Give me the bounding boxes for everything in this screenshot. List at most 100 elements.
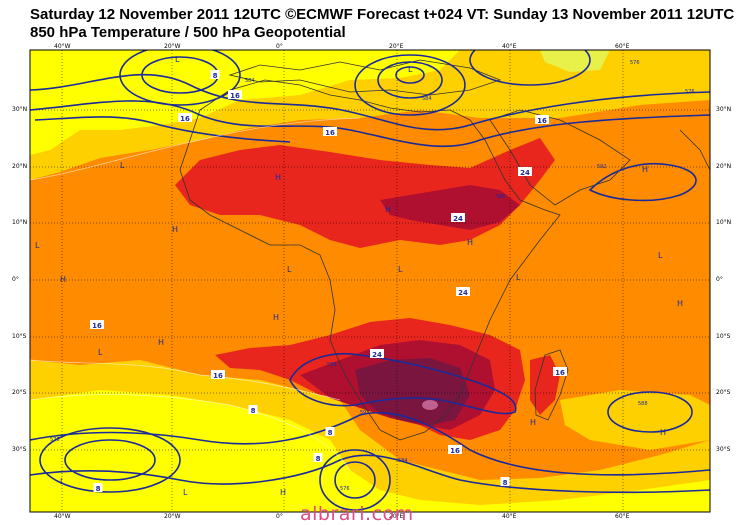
isotherm-label: 24 — [518, 167, 532, 177]
chart-subtitle: 850 hPa Temperature / 500 hPa Geopotenti… — [30, 24, 346, 41]
longitude-label: 40°W — [54, 513, 71, 520]
longitude-label: 40°E — [502, 43, 517, 50]
geopotential-label: 588 — [496, 194, 506, 200]
isotherm-label-box — [535, 115, 549, 124]
temp-zone-lightgreen-north — [540, 50, 610, 72]
latitude-label: 20°N — [716, 163, 732, 170]
isotherm-label: 16 — [211, 370, 225, 380]
isotherm-label-box — [456, 287, 470, 296]
temp-zone-peak-south — [422, 400, 438, 410]
high-pressure-label: H — [158, 338, 164, 347]
high-pressure-label: H — [642, 165, 648, 174]
high-pressure-label: H — [275, 173, 281, 182]
isotherm-label-box — [178, 113, 192, 122]
isotherm-label-text: 8 — [328, 429, 333, 437]
temp-zone-cold-north — [30, 50, 460, 155]
isotherm-label-box — [500, 477, 510, 486]
isotherm-label-text: 24 — [520, 169, 530, 177]
low-pressure-label: L — [60, 477, 65, 486]
contour-low-southwest-2 — [64, 439, 156, 481]
india-coastline — [679, 129, 710, 171]
isotherm-label-text: 8 — [213, 72, 218, 80]
temp-zone-extreme-south — [355, 358, 470, 425]
geopotential-label: 592 — [360, 410, 370, 416]
contour-high-north-3 — [395, 66, 425, 84]
latitude-label: 30°N — [12, 106, 28, 113]
contour-mideast-1 — [469, 50, 591, 86]
map-frame — [29, 49, 711, 513]
isotherm-label: 24 — [456, 287, 470, 297]
high-pressure-label: H — [280, 488, 286, 497]
isotherm-label: 8 — [325, 427, 335, 437]
watermark-text: albrari.com — [300, 503, 414, 525]
low-pressure-label: L — [183, 488, 188, 497]
isotherms — [30, 117, 361, 471]
isotherm-label-text: 8 — [96, 485, 101, 493]
isotherm-label-box — [323, 127, 337, 136]
isotherm-label: 16 — [90, 320, 104, 330]
latitude-label: 30°S — [12, 446, 27, 453]
isotherm-label-text: 16 — [537, 117, 547, 125]
isotherm-label-box — [518, 167, 532, 176]
longitude-label: 20°W — [164, 43, 181, 50]
longitude-label: 40°W — [54, 43, 71, 50]
graticule — [30, 50, 710, 512]
latitude-label: 20°S — [12, 389, 27, 396]
isotherm-label-text: 16 — [92, 322, 102, 330]
contour-east-1 — [588, 162, 697, 202]
madagascar-coastline — [534, 349, 569, 421]
isotherm-label-text: 8 — [251, 407, 256, 415]
isotherm-label-text: 16 — [325, 129, 335, 137]
temp-zone-cold-south — [30, 390, 710, 512]
isotherm-label-box — [448, 445, 462, 454]
isotherm-label-box — [228, 90, 242, 99]
geopotential-label: 584 — [422, 96, 432, 102]
contour-low-north-1 — [119, 50, 241, 106]
latitude-label: 10°N — [716, 219, 732, 226]
isotherm-label-text: 16 — [450, 447, 460, 455]
isotherm-label-box — [313, 453, 323, 462]
low-pressure-label: L — [120, 161, 125, 170]
chart-title: Saturday 12 November 2011 12UTC ©ECMWF F… — [30, 6, 735, 23]
isotherm-label: 8 — [93, 483, 103, 493]
isotherm-label-text: 8 — [503, 479, 508, 487]
isotherm-label: 16 — [178, 113, 192, 123]
isotherm-label-text: 16 — [230, 92, 240, 100]
low-pressure-label: L — [35, 241, 40, 250]
isotherm-label: 16 — [228, 90, 242, 100]
high-pressure-label: H — [385, 205, 391, 214]
isotherm-label: 8 — [248, 405, 258, 415]
europe-coastline — [228, 59, 502, 96]
longitude-label: 20°E — [389, 43, 404, 50]
high-pressure-label: H — [660, 428, 666, 437]
isotherm-label: 24 — [370, 349, 384, 359]
isotherm-label: 24 — [451, 213, 465, 223]
high-pressure-label: H — [172, 225, 178, 234]
latitude-label: 10°N — [12, 219, 28, 226]
longitude-label: 20°E — [389, 513, 404, 520]
isotherm-label-text: 16 — [555, 369, 565, 377]
latitude-label: 30°S — [716, 446, 731, 453]
isotherm-label-text: 24 — [372, 351, 382, 359]
geopotential-labels: 584 576 576 584 592 588 588 592 584 576 … — [50, 60, 695, 492]
isotherm-label-box — [553, 367, 567, 376]
longitude-label: 60°E — [615, 43, 630, 50]
longitude-label: 40°E — [502, 513, 517, 520]
isotherm-label: 16 — [323, 127, 337, 137]
geopotential-label: 576 — [630, 60, 640, 66]
geopotential-label: 584 — [398, 458, 408, 464]
high-pressure-label: H — [60, 275, 66, 284]
latitude-label: 0° — [716, 276, 723, 283]
isotherm-label: 8 — [313, 453, 323, 463]
high-pressure-label: H — [273, 313, 279, 322]
isotherm-label-text: 16 — [213, 372, 223, 380]
isotherm-label-box — [90, 320, 104, 329]
latitude-label: 10°S — [12, 333, 27, 340]
latitude-label: 30°N — [716, 106, 732, 113]
temp-zone-cold-east — [560, 390, 710, 450]
contour-high-north-2 — [377, 61, 443, 99]
isotherm-label-box — [211, 370, 225, 379]
geopotential-label: 592 — [597, 164, 607, 170]
pressure-centers: L L H L H L H L L H H H L H H L L H H L … — [35, 55, 683, 497]
